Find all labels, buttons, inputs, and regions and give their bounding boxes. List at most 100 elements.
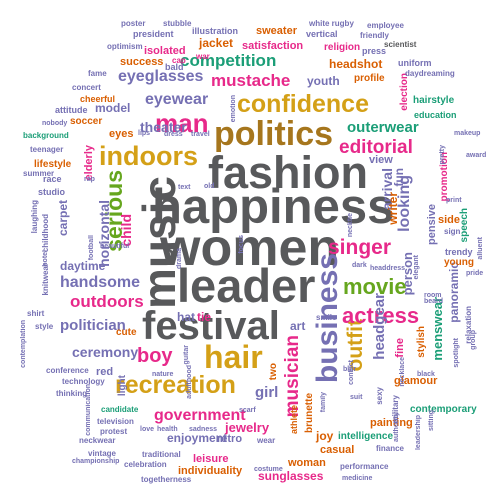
word: hair xyxy=(204,339,263,375)
word: trendy xyxy=(445,247,473,257)
word: communication xyxy=(85,384,92,436)
word: indoors xyxy=(99,141,198,171)
word: lips xyxy=(138,130,151,137)
word: headdress xyxy=(370,265,406,272)
word: employee xyxy=(367,21,404,30)
word: smile xyxy=(316,313,337,322)
word: old xyxy=(204,183,215,190)
word: traditional xyxy=(142,450,181,459)
word: individuality xyxy=(178,465,243,477)
word: family xyxy=(320,392,327,413)
word: conflict xyxy=(348,360,355,385)
word: childhood xyxy=(41,214,50,253)
word: health xyxy=(157,426,178,433)
word: protest xyxy=(100,427,128,436)
word: fame xyxy=(88,69,107,78)
word: view xyxy=(369,154,393,166)
word: optimism xyxy=(107,42,143,51)
word: dark xyxy=(352,262,367,269)
word: spotlight xyxy=(453,338,460,368)
word: cute xyxy=(116,327,137,338)
word: race xyxy=(43,174,62,184)
word: print xyxy=(446,197,462,204)
word: carpet xyxy=(56,200,70,237)
word: bald xyxy=(165,62,184,72)
word: neckwear xyxy=(79,436,116,445)
word: retro xyxy=(217,433,243,445)
word: government xyxy=(154,407,246,424)
word: emotion xyxy=(230,95,237,123)
word: fine xyxy=(394,338,406,358)
word: brunette xyxy=(304,393,315,433)
word: election xyxy=(399,73,410,111)
word: jewelry xyxy=(225,420,270,435)
word: finance xyxy=(376,444,405,453)
word: daytime xyxy=(60,259,106,273)
word: beautiful xyxy=(100,243,130,250)
word: cheerful xyxy=(80,94,116,104)
word: friendly xyxy=(360,31,389,40)
word: dress xyxy=(164,131,183,138)
word: singer xyxy=(328,236,392,259)
word: authority xyxy=(393,412,400,442)
word: joy xyxy=(316,429,334,443)
word: studio xyxy=(38,187,65,197)
word: championship xyxy=(72,458,120,465)
word: pretty xyxy=(439,145,446,165)
word: sweater xyxy=(256,25,297,37)
word: soccer xyxy=(70,116,103,127)
word: celebration xyxy=(124,460,167,469)
word: child xyxy=(118,214,134,247)
word: competition xyxy=(180,51,277,70)
word: focus xyxy=(238,235,245,254)
word: stubble xyxy=(163,19,192,28)
word: laughing xyxy=(30,200,39,234)
word: black xyxy=(417,371,435,378)
word: model xyxy=(95,101,131,115)
word: poster xyxy=(121,19,146,28)
word: television xyxy=(97,417,134,426)
word: sign xyxy=(444,227,461,236)
word: press xyxy=(362,46,387,56)
word: confidence xyxy=(237,90,369,118)
word: togetherness xyxy=(141,475,192,484)
word: glamour xyxy=(394,375,438,387)
word: jacket xyxy=(199,36,234,50)
word: theater xyxy=(140,119,187,135)
word: politician xyxy=(60,317,126,334)
word: leisure xyxy=(193,453,229,465)
word: outerwear xyxy=(347,119,419,136)
word: suit xyxy=(350,394,363,401)
word: contemporary xyxy=(410,404,477,415)
word: light xyxy=(117,375,128,397)
word: travel xyxy=(191,131,210,138)
word: side xyxy=(438,214,461,226)
word: makeup xyxy=(454,130,481,137)
word: man xyxy=(155,108,209,138)
word: alluent xyxy=(477,237,484,260)
word: pensive xyxy=(426,204,438,245)
word: style xyxy=(35,322,54,331)
word: education xyxy=(414,110,457,120)
word: president xyxy=(133,29,174,39)
word: sitting xyxy=(428,410,435,431)
word: tie xyxy=(197,310,212,324)
word: religion xyxy=(324,42,361,53)
word: white rugby xyxy=(309,19,354,28)
word: headgear xyxy=(371,293,388,360)
word: love xyxy=(140,426,155,433)
word: fashion xyxy=(208,147,369,198)
word: nature xyxy=(152,371,174,378)
word: profile xyxy=(354,73,385,84)
word: writer xyxy=(386,192,400,225)
word: illustration xyxy=(192,26,239,36)
word: drama xyxy=(176,248,183,270)
word: lifestyle xyxy=(34,159,72,170)
word: rap xyxy=(84,176,95,183)
word: beard xyxy=(424,298,444,305)
word: sunglasses xyxy=(258,469,324,483)
word: enjoyment xyxy=(167,431,228,445)
word: music xyxy=(133,176,185,309)
word: recreation xyxy=(115,371,236,399)
word: panoramic xyxy=(447,262,461,323)
